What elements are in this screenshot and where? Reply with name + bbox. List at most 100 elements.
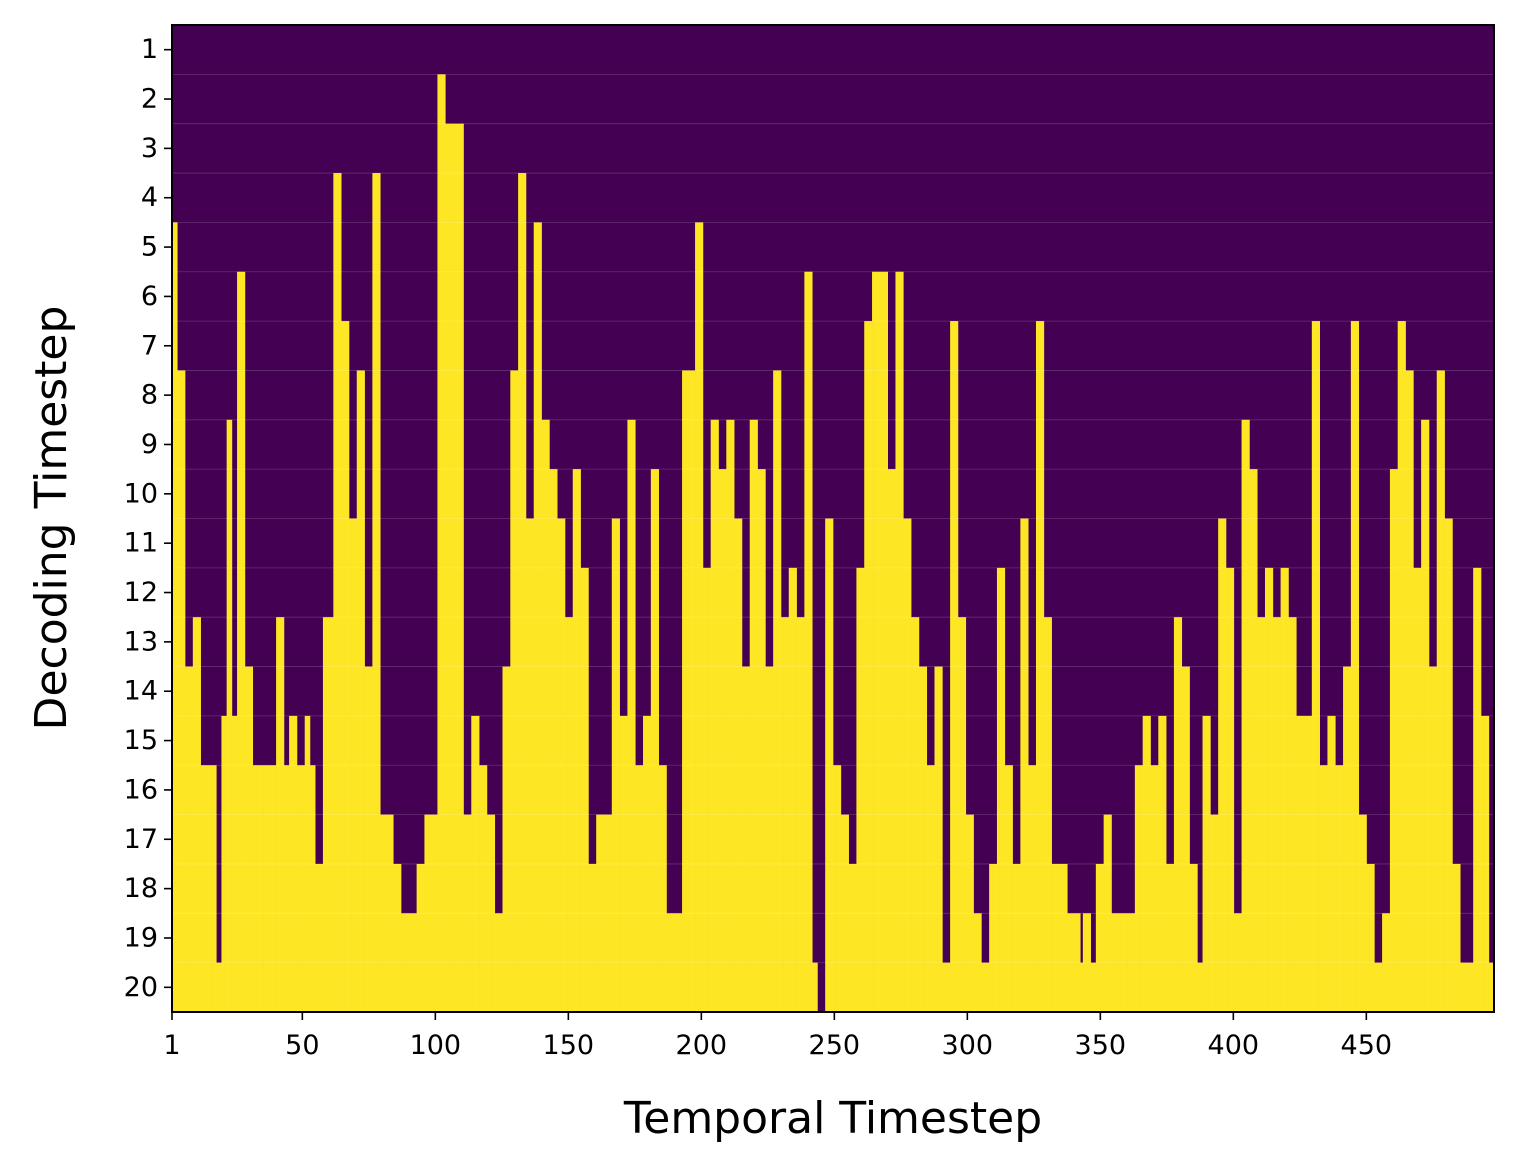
heatmap-column [372, 173, 376, 1013]
heatmap-column [1009, 765, 1013, 1012]
heatmap-column [1298, 715, 1302, 1012]
heatmap-column [551, 469, 555, 1012]
heatmap-column [343, 321, 347, 1013]
heatmap-column [866, 321, 870, 1013]
y-tick-label: 12 [124, 577, 158, 608]
heatmap-column [1291, 617, 1294, 1012]
heatmap-column [682, 370, 686, 1012]
heatmap-column [570, 617, 574, 1012]
heatmap-column [309, 765, 313, 1012]
heatmap-column [1376, 962, 1380, 1012]
heatmap-column [1428, 666, 1432, 1012]
heatmap-column [968, 814, 972, 1012]
y-tick-label: 4 [141, 182, 158, 213]
heatmap-column [1311, 321, 1315, 1013]
heatmap-column [520, 173, 524, 1013]
heatmap-column [583, 567, 587, 1012]
heatmap-column [778, 370, 782, 1012]
heatmap-column [359, 370, 363, 1012]
heatmap-column [1007, 765, 1011, 1012]
heatmap-column [533, 222, 537, 1012]
heatmap-column [708, 567, 712, 1012]
heatmap-column [505, 666, 509, 1012]
heatmap-column [237, 271, 241, 1012]
heatmap-column [1059, 863, 1063, 1012]
heatmap-column [466, 814, 470, 1012]
heatmap-column [304, 715, 308, 1012]
y-tick-label: 8 [141, 380, 158, 411]
heatmap-column [747, 666, 751, 1012]
heatmap-column [1132, 913, 1136, 1012]
heatmap-column [577, 469, 581, 1012]
heatmap-column [1400, 321, 1404, 1013]
heatmap-column [1353, 321, 1357, 1013]
heatmap-column [1249, 469, 1253, 1012]
heatmap-column [991, 863, 995, 1012]
heatmap-column [882, 271, 886, 1012]
heatmap-column [1337, 765, 1341, 1012]
heatmap-column [244, 666, 248, 1012]
y-tick-label: 2 [141, 84, 158, 115]
heatmap-column [752, 419, 756, 1012]
heatmap-column [731, 419, 735, 1012]
heatmap-column [983, 962, 987, 1012]
heatmap-column [497, 913, 501, 1012]
heatmap-column [908, 518, 912, 1012]
heatmap-column [1408, 370, 1412, 1012]
heatmap-column [411, 913, 415, 1012]
heatmap-column [416, 863, 420, 1012]
heatmap-column [328, 617, 332, 1012]
heatmap-column [179, 370, 183, 1012]
heatmap-column [557, 518, 561, 1012]
heatmap-column [833, 765, 836, 1012]
heatmap-column [567, 617, 571, 1012]
heatmap-column [1155, 765, 1159, 1012]
heatmap-column [1251, 469, 1255, 1012]
heatmap-column [734, 518, 738, 1012]
heatmap-column [440, 74, 443, 1013]
heatmap-column [695, 222, 699, 1012]
heatmap-column [1395, 469, 1399, 1012]
heatmap-column [588, 863, 592, 1012]
heatmap-column [572, 469, 576, 1012]
heatmap-column [609, 814, 613, 1012]
heatmap-column [1241, 419, 1245, 1012]
heatmap-column [1054, 863, 1058, 1012]
heatmap-column [601, 814, 605, 1012]
heatmap-column [1212, 814, 1216, 1012]
heatmap-column [885, 271, 888, 1012]
heatmap-column [395, 863, 399, 1012]
heatmap-column [525, 518, 529, 1012]
heatmap-column [200, 765, 204, 1012]
heatmap-column [593, 863, 597, 1012]
heatmap-column [739, 518, 743, 1012]
y-tick-label: 9 [141, 429, 158, 460]
heatmap-column [1114, 913, 1118, 1012]
heatmap-column [960, 617, 964, 1012]
heatmap-column [1283, 567, 1287, 1012]
heatmap-column [453, 123, 457, 1012]
heatmap-column [1405, 370, 1409, 1012]
heatmap-column [676, 913, 680, 1012]
heatmap-column [341, 321, 345, 1013]
heatmap-column [1025, 518, 1029, 1012]
heatmap-column [624, 715, 628, 1012]
heatmap-column [861, 567, 865, 1012]
heatmap-column [1410, 370, 1414, 1012]
heatmap-column [1077, 913, 1081, 1012]
heatmap-column [434, 814, 438, 1012]
x-axis: 1 50 100 150 200 250 300 350 400 450 [163, 1012, 1392, 1061]
heatmap-column [705, 567, 709, 1012]
heatmap-column [1207, 715, 1211, 1012]
heatmap-column [242, 271, 246, 1012]
heatmap-column [976, 913, 980, 1012]
heatmap-column [265, 765, 269, 1012]
heatmap-column [549, 469, 553, 1012]
heatmap-column [1194, 863, 1198, 1012]
heatmap-column [1350, 321, 1354, 1013]
heatmap-column [773, 370, 777, 1012]
x-tick-label: 100 [410, 1030, 462, 1061]
heatmap-column [1043, 617, 1047, 1012]
heatmap-column [1004, 765, 1008, 1012]
